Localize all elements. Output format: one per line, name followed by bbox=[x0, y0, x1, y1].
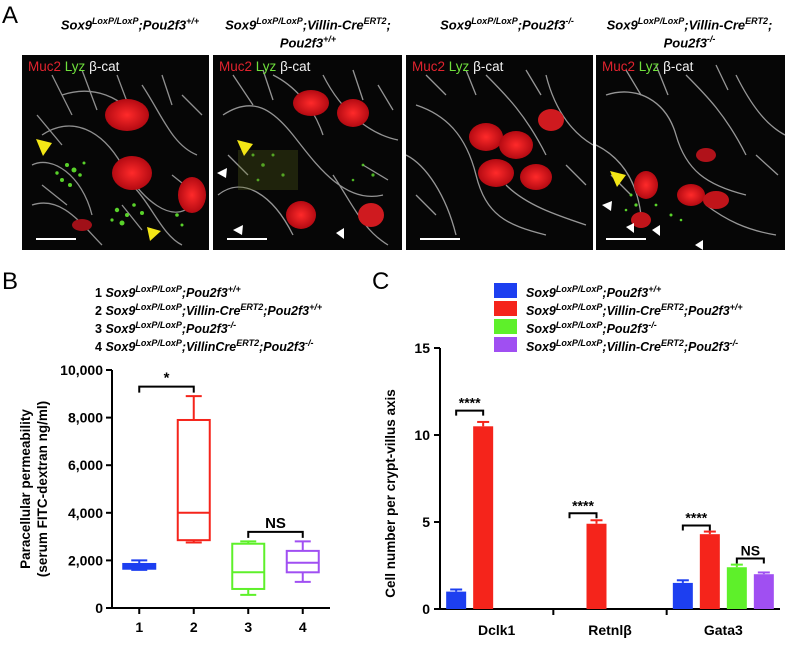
panel-b-legend-item-3: 3 Sox9LoxP/LoxP;Pou2f3-/- bbox=[95, 320, 236, 336]
bar-Dclk1-series-2 bbox=[473, 426, 494, 609]
significance-label: **** bbox=[459, 395, 481, 411]
legend-genotype: Sox9LoxP/LoxP;Pou2f3-/- bbox=[526, 320, 657, 337]
legend-number: 4 bbox=[95, 340, 102, 355]
x-tick-label: 4 bbox=[299, 619, 307, 635]
stain-legend-3: Muc2 Lyz β-cat bbox=[412, 59, 504, 74]
significance-bracket bbox=[681, 524, 711, 531]
y-axis-label: Paracellular permeability (serum FITC-dex… bbox=[18, 401, 50, 577]
x-category-label: Dclk1 bbox=[478, 622, 516, 638]
x-tick-label: 3 bbox=[244, 619, 252, 635]
legend-genotype: Sox9LoxP/LoxP;Villin-CreERT2;Pou2f3+/+ bbox=[526, 302, 743, 319]
micrograph-4: Muc2 Lyz β-cat bbox=[596, 55, 785, 250]
y-axis-label: Cell number per crypt-villus axis bbox=[383, 389, 398, 598]
stain-legend-1: Muc2 Lyz β-cat bbox=[28, 59, 120, 74]
panel-c-letter: C bbox=[372, 268, 390, 295]
micrograph-4-image bbox=[596, 64, 785, 250]
panel-b-box-chart: 0 2,000 4,000 6,000 8,000 10,000 Paracellular … bbox=[18, 362, 330, 635]
y-tick-label: 5 bbox=[422, 514, 430, 530]
legend-genotype: Sox9LoxP/LoxP;Pou2f3+/+ bbox=[526, 284, 662, 301]
micrograph-2: Muc2 Lyz β-cat bbox=[213, 55, 402, 250]
stain-legend-2: Muc2 Lyz β-cat bbox=[219, 59, 311, 74]
bar-Gata3-series-3 bbox=[726, 567, 747, 609]
legend-number: 2 bbox=[95, 304, 102, 319]
y-tick-label: 8,000 bbox=[68, 410, 103, 426]
box-plot-4 bbox=[285, 540, 320, 583]
y-tick-label: 10,000 bbox=[60, 362, 103, 378]
significance-bracket bbox=[455, 409, 485, 416]
y-tick-label: 6,000 bbox=[68, 457, 103, 473]
legend-swatch bbox=[494, 337, 517, 352]
legend-genotype: Sox9LoxP/LoxP;Villin-CreERT2;Pou2f3-/- bbox=[526, 338, 739, 355]
y-tick-label: 0 bbox=[422, 601, 430, 617]
bar-Gata3-series-4 bbox=[753, 574, 774, 609]
y-tick-label: 0 bbox=[95, 600, 103, 616]
legend-genotype: Sox9LoxP/LoxP;Pou2f3-/- bbox=[105, 320, 237, 337]
significance-label: **** bbox=[685, 509, 707, 525]
micrograph-1: Muc2 Lyz β-cat bbox=[22, 55, 209, 250]
x-category-label: Gata3 bbox=[704, 622, 743, 638]
x-category-label: Retnlβ bbox=[588, 622, 632, 638]
legend-genotype: Sox9LoxP/LoxP;VillinCreERT2;Pou2f3-/- bbox=[105, 338, 314, 355]
genotype-label-4: Sox9LoxP/LoxP;Villin-CreERT2; Pou2f3-/- bbox=[606, 16, 773, 51]
legend-swatch bbox=[494, 319, 517, 334]
legend-swatch bbox=[494, 301, 517, 316]
significance-label: NS bbox=[265, 515, 286, 532]
panel-b-legend-item-2: 2 Sox9LoxP/LoxP;Villin-CreERT2;Pou2f3+/+ bbox=[95, 302, 322, 318]
micrograph-2-image bbox=[217, 69, 399, 246]
box bbox=[285, 549, 320, 574]
panel-c-bar-chart: 0 5 10 15 Cell number per crypt-villus axis D… bbox=[383, 340, 780, 638]
micrograph-3-image bbox=[406, 69, 593, 240]
significance-bracket bbox=[247, 530, 304, 538]
legend-genotype: Sox9LoxP/LoxP;Pou2f3+/+ bbox=[105, 284, 241, 301]
micrograph-3: Muc2 Lyz β-cat bbox=[406, 55, 593, 250]
legend-number: 3 bbox=[95, 322, 102, 337]
significance-bracket bbox=[138, 385, 195, 393]
significance-label: **** bbox=[572, 497, 594, 513]
box-plot-2 bbox=[176, 395, 211, 544]
box bbox=[231, 542, 266, 590]
panel-b-legend-item-4: 4 Sox9LoxP/LoxP;VillinCreERT2;Pou2f3-/- bbox=[95, 338, 313, 354]
bar-Dclk1-series-1 bbox=[446, 591, 467, 609]
panel-b-letter: B bbox=[2, 268, 19, 295]
y-tick-label: 10 bbox=[414, 427, 430, 443]
genotype-label-2: Sox9LoxP/LoxP;Villin-CreERT2; Pou2f3+/+ bbox=[225, 16, 391, 51]
stain-legend-4: Muc2 Lyz β-cat bbox=[602, 59, 694, 74]
y-tick-label: 4,000 bbox=[68, 505, 103, 521]
legend-swatch bbox=[494, 283, 517, 298]
panel-b-legend-item-1: 1 Sox9LoxP/LoxP;Pou2f3+/+ bbox=[95, 284, 241, 300]
significance-bracket bbox=[568, 512, 598, 519]
box bbox=[176, 418, 211, 542]
y-tick-label: 2,000 bbox=[68, 552, 103, 568]
box-plot-3 bbox=[231, 540, 266, 596]
box-plot-1 bbox=[122, 559, 157, 571]
y-tick-label: 15 bbox=[414, 340, 430, 356]
legend-number: 1 bbox=[95, 286, 102, 301]
bar-Gata3-series-2 bbox=[699, 534, 720, 609]
bar-Gata3-series-1 bbox=[672, 582, 693, 609]
significance-bracket bbox=[735, 557, 765, 564]
x-tick-label: 1 bbox=[135, 619, 143, 635]
genotype-label-1: Sox9LoxP/LoxP;Pou2f3+/+ bbox=[60, 16, 200, 33]
significance-label: NS bbox=[741, 543, 760, 559]
significance-label: * bbox=[164, 370, 170, 387]
panel-a-letter: A bbox=[2, 2, 19, 29]
x-tick-label: 2 bbox=[190, 619, 198, 635]
genotype-label-3: Sox9LoxP/LoxP;Pou2f3-/- bbox=[440, 16, 574, 33]
micrograph-1-image bbox=[31, 69, 206, 246]
bar-Retnlβ-series-2 bbox=[586, 523, 607, 609]
legend-genotype: Sox9LoxP/LoxP;Villin-CreERT2;Pou2f3+/+ bbox=[105, 302, 323, 319]
